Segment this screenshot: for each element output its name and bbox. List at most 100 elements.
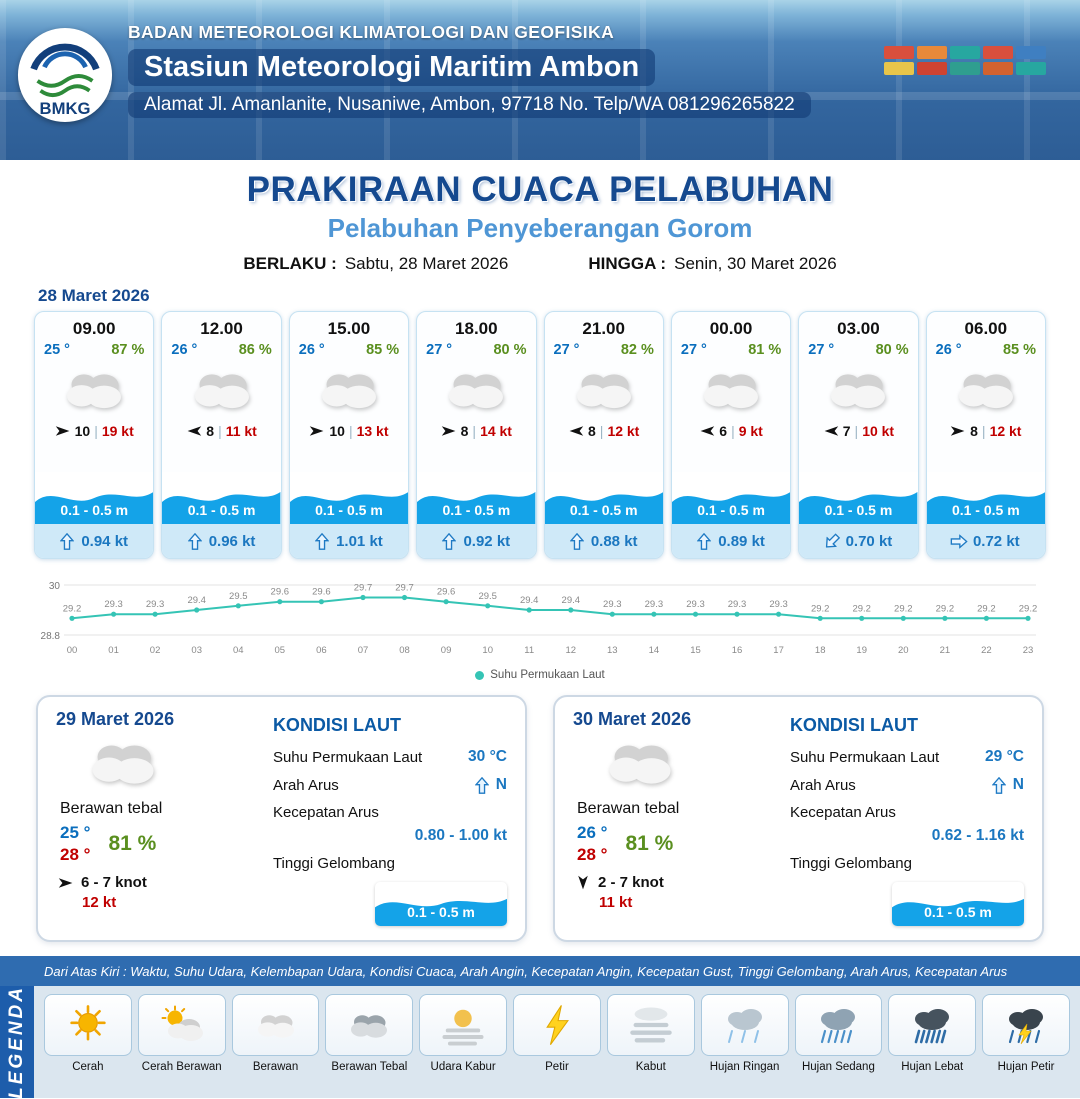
svg-text:29.2: 29.2 xyxy=(936,603,955,614)
svg-text:29.2: 29.2 xyxy=(1019,603,1038,614)
wave-height: 0.1 - 0.5 m xyxy=(951,502,1020,518)
humidity: 85 % xyxy=(366,342,400,358)
legend-dot-icon xyxy=(475,670,485,680)
svg-text:20: 20 xyxy=(898,645,909,656)
humidity: 87 % xyxy=(111,342,145,358)
wave-height: 0.1 - 0.5 m xyxy=(697,502,765,518)
legend-band: LEGENDA xyxy=(0,985,34,1099)
day-summary-card: 29 Maret 2026 Berawan tebal 25 ° 28 ° 81… xyxy=(36,695,527,942)
weather-icon xyxy=(290,358,408,420)
svg-text:01: 01 xyxy=(108,645,119,656)
wave-band: 0.1 - 0.5 m xyxy=(671,472,791,524)
svg-text:29.3: 29.3 xyxy=(728,599,747,610)
wind-gust: 9 kt xyxy=(738,423,763,439)
wind-gust: 11 kt xyxy=(225,423,257,439)
humidity: 81 % xyxy=(748,342,782,358)
svg-text:29.6: 29.6 xyxy=(312,587,331,598)
weather-icon xyxy=(35,358,153,420)
current-speed: 0.96 kt xyxy=(208,532,256,550)
svg-text:03: 03 xyxy=(191,645,202,656)
air-temperature: 25 ° xyxy=(44,342,70,358)
wave-shape-icon xyxy=(544,492,663,524)
divider: | xyxy=(94,423,98,439)
bmkg-logo: BMKG xyxy=(17,27,113,123)
current-direction-icon xyxy=(187,532,202,550)
current-speed: 0.89 kt xyxy=(718,532,765,550)
humidity: 85 % xyxy=(1002,342,1036,358)
legend-item: Petir xyxy=(513,994,601,1094)
svg-text:02: 02 xyxy=(150,645,161,656)
wind-row: 8 | 11 kt xyxy=(162,420,280,445)
day-current-direction-icon xyxy=(991,776,1006,794)
wave-shape-icon xyxy=(375,898,507,926)
day-date: 29 Maret 2026 xyxy=(56,709,175,729)
weather-icon xyxy=(162,358,280,420)
svg-text:30: 30 xyxy=(49,581,61,592)
svg-text:07: 07 xyxy=(358,645,369,656)
current-speed: 0.70 kt xyxy=(845,532,893,550)
wave-shape-icon xyxy=(671,492,791,524)
current-row: 1.01 kt xyxy=(289,524,409,558)
divider: | xyxy=(854,423,859,439)
svg-text:29.4: 29.4 xyxy=(520,595,539,606)
legend-item: Berawan xyxy=(231,994,320,1094)
day-wind-gust: 12 kt xyxy=(82,894,117,912)
wave-shape-icon xyxy=(35,492,154,524)
svg-text:29.4: 29.4 xyxy=(187,595,206,606)
air-temperature: 27 ° xyxy=(680,342,707,358)
valid-from: BERLAKU : Sabtu, 28 Maret 2026 xyxy=(243,254,509,273)
wave-shape-icon xyxy=(289,492,409,524)
day-current-speed: 0.62 - 1.16 kt xyxy=(931,827,1024,844)
day-humidity: 81 % xyxy=(108,832,157,856)
weather-icon xyxy=(927,358,1045,420)
svg-text:05: 05 xyxy=(275,645,286,656)
day-wave-box: 0.1 - 0.5 m xyxy=(375,882,507,926)
current-row: 0.92 kt xyxy=(417,524,536,558)
svg-text:10: 10 xyxy=(482,645,493,656)
forecast-card: 09.00 25 ° 87 % 10 | 19 kt 0.1 - 0.5 m 0… xyxy=(34,311,155,559)
svg-text:04: 04 xyxy=(233,645,244,656)
wind-row: 10 | 13 kt xyxy=(290,420,408,445)
port-containers-illustration xyxy=(884,46,1046,75)
valid-to: HINGGA : Senin, 30 Maret 2026 xyxy=(588,254,837,273)
weather-icon xyxy=(417,358,535,420)
weather-icon xyxy=(545,358,663,420)
day-wind-gust: 11 kt xyxy=(599,894,633,912)
divider: | xyxy=(981,423,986,439)
svg-text:29.3: 29.3 xyxy=(104,599,123,610)
wind-gust: 19 kt xyxy=(101,423,134,439)
wave-band: 0.1 - 0.5 m xyxy=(799,472,918,524)
svg-text:29.3: 29.3 xyxy=(603,599,622,610)
legend-item-label: Berawan xyxy=(252,1061,299,1073)
wind-speed: 7 xyxy=(842,423,851,439)
forecast-time: 06.00 xyxy=(964,319,1008,338)
current-direction-icon xyxy=(821,530,843,552)
day-wind-direction-icon xyxy=(577,875,589,891)
wind-speed: 8 xyxy=(588,423,596,439)
svg-text:17: 17 xyxy=(773,645,784,656)
day-temp-min: 25 ° xyxy=(60,823,91,842)
wind-direction-icon xyxy=(186,425,202,437)
day-sst: 30 °C xyxy=(468,748,507,765)
lightning-icon xyxy=(513,994,601,1056)
wave-height: 0.1 - 0.5 m xyxy=(315,502,383,518)
fog-icon xyxy=(606,994,695,1056)
forecast-card: 06.00 26 ° 85 % 8 | 12 kt 0.1 - 0.5 m 0.… xyxy=(925,311,1046,559)
day-wind-speed: 2 - 7 knot xyxy=(598,874,664,892)
forecast-time: 21.00 xyxy=(582,319,625,338)
legend-item: Hujan Ringan xyxy=(700,994,789,1094)
header-banner: BMKG BADAN METEOROLOGI KLIMATOLOGI DAN G… xyxy=(0,0,1080,160)
svg-text:06: 06 xyxy=(316,645,327,656)
current-speed: 0.92 kt xyxy=(463,532,511,550)
legend-item: Cerah Berawan xyxy=(137,994,226,1094)
wave-band: 0.1 - 0.5 m xyxy=(35,472,154,524)
wave-band: 0.1 - 0.5 m xyxy=(926,472,1045,524)
svg-text:00: 00 xyxy=(67,645,78,656)
wind-row: 7 | 10 kt xyxy=(799,420,917,445)
day-weather-icon xyxy=(599,734,699,794)
day-current-speed: 0.80 - 1.00 kt xyxy=(414,827,507,844)
sun-icon xyxy=(44,994,132,1056)
current-direction-icon xyxy=(697,532,712,550)
org-name: BADAN METEOROLOGI KLIMATOLOGI DAN GEOFIS… xyxy=(128,22,615,42)
svg-text:14: 14 xyxy=(649,645,660,656)
